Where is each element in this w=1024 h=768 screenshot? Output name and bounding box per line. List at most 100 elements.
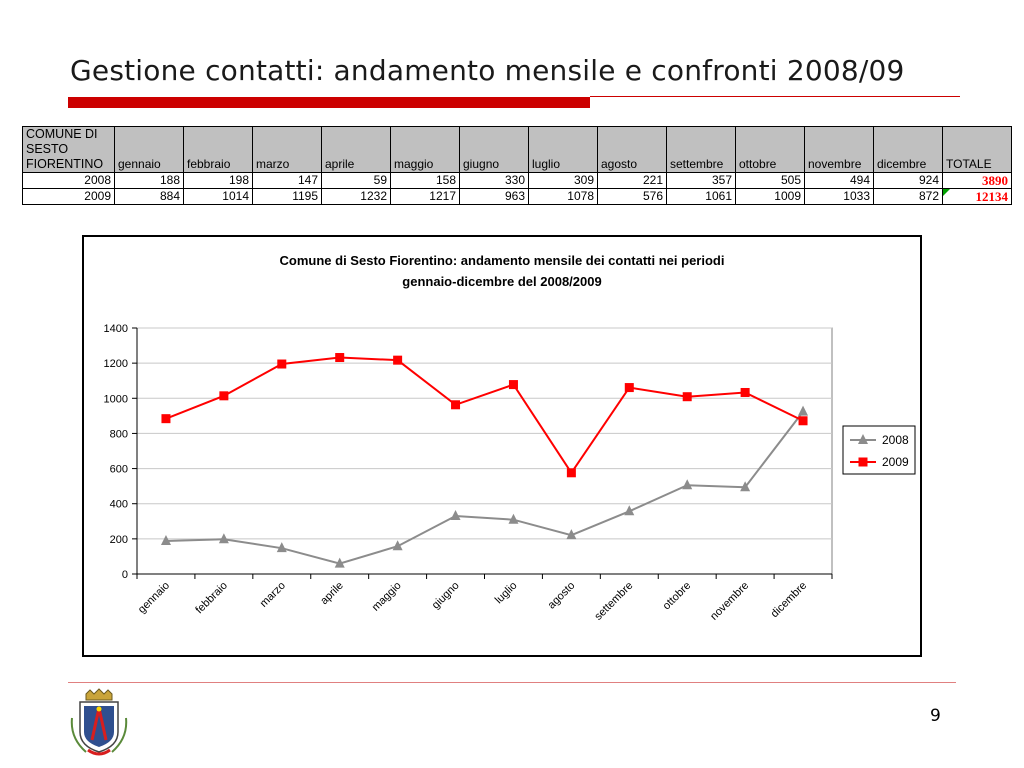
data-point-2008 [218, 533, 229, 544]
data-point-2009 [451, 400, 461, 410]
data-point-2009 [798, 416, 808, 426]
data-point-2009 [624, 383, 634, 393]
table-cell: 505 [735, 172, 805, 189]
table-cell: 158 [390, 172, 460, 189]
chart-title: Comune di Sesto Fiorentino: andamento me… [280, 253, 725, 268]
data-point-2008 [798, 405, 809, 416]
series-line-2008 [165, 411, 804, 565]
table-cell: 872 [873, 188, 943, 205]
header-month: ottobre [735, 126, 805, 173]
data-point-2008 [450, 510, 461, 521]
chart-frame: Comune di Sesto Fiorentino: andamento me… [82, 235, 922, 657]
series-layer [160, 353, 809, 568]
data-point-2009 [219, 391, 229, 401]
y-tick-label: 400 [110, 499, 128, 511]
table-cell: 1195 [252, 188, 322, 205]
table-cell: 1033 [804, 188, 874, 205]
header-month: luglio [528, 126, 598, 173]
data-point-2008 [624, 505, 635, 516]
x-tick-label: luglio [493, 580, 520, 607]
header-month: dicembre [873, 126, 943, 173]
table-cell: 963 [459, 188, 529, 205]
table-cell: 924 [873, 172, 943, 189]
title-accent-bar [68, 97, 590, 108]
table-cell: 576 [597, 188, 667, 205]
data-point-2009 [335, 353, 345, 363]
slide-title: Gestione contatti: andamento mensile e c… [70, 54, 905, 87]
error-flag-icon [943, 189, 950, 196]
table-cell: 884 [114, 188, 184, 205]
table-cell: 1014 [183, 188, 253, 205]
grid-lines [136, 327, 833, 575]
legend-marker [858, 434, 868, 444]
table-cell: 494 [804, 172, 874, 189]
table-cell: 357 [666, 172, 736, 189]
data-point-2009 [393, 355, 403, 365]
data-point-2009 [682, 392, 692, 402]
coat-of-arms-logo [70, 688, 128, 756]
x-tick-label: marzo [258, 580, 288, 610]
header-comune: COMUNE DI SESTO FIORENTINO [22, 126, 115, 173]
data-point-2009 [566, 468, 576, 478]
header-month: gennaio [114, 126, 184, 173]
header-comune-line: COMUNE DI [26, 127, 98, 141]
table-cell: 330 [459, 172, 529, 189]
table-cell: 1217 [390, 188, 460, 205]
x-tick-label: ottobre [661, 580, 694, 613]
header-month: giugno [459, 126, 529, 173]
y-tick-label: 0 [122, 569, 128, 581]
y-tick-label: 200 [110, 534, 128, 546]
data-point-2008 [334, 557, 345, 568]
y-tick-label: 800 [110, 428, 128, 440]
line-chart: Comune di Sesto Fiorentino: andamento me… [104, 253, 916, 623]
title-underline [590, 96, 960, 97]
data-point-2008 [566, 529, 577, 540]
header-comune-line: FIORENTINO [26, 157, 104, 171]
header-month: agosto [597, 126, 667, 173]
data-point-2009 [740, 387, 750, 397]
axes: 0 200 400 600 800 1000 1200 1400 gennaio febbraio… [104, 323, 833, 623]
x-tick-label: giugno [430, 580, 462, 612]
data-point-2008 [276, 542, 287, 553]
row-total: 3890 [942, 172, 1012, 189]
legend-box [842, 425, 916, 475]
legend-label: 2008 [882, 433, 909, 447]
data-point-2008 [740, 481, 751, 492]
x-tick-label: aprile [318, 580, 346, 608]
header-month: aprile [321, 126, 391, 173]
x-tick-label: dicembre [769, 580, 809, 620]
table-cell: 1078 [528, 188, 598, 205]
x-tick-label: gennaio [136, 580, 172, 616]
plot-area [136, 327, 833, 575]
table-cell: 147 [252, 172, 322, 189]
x-tick-label: maggio [370, 580, 404, 614]
y-tick-label: 1000 [104, 393, 128, 405]
table-cell: 309 [528, 172, 598, 189]
table-row: 2009 884 1014 1195 1232 1217 963 1078 57… [22, 188, 1012, 205]
header-month: settembre [666, 126, 736, 173]
x-tick-label: agosto [546, 580, 578, 612]
row-total: 12134 [942, 188, 1012, 205]
y-tick-label: 1200 [104, 358, 128, 370]
table-cell: 1232 [321, 188, 391, 205]
header-month: marzo [252, 126, 322, 173]
x-tick-label: febbraio [193, 580, 230, 617]
x-tick-label: settembre [592, 580, 635, 623]
table-row: 2008 188 198 147 59 158 330 309 221 357 … [22, 172, 1012, 189]
data-point-2009 [508, 380, 518, 390]
header-month: febbraio [183, 126, 253, 173]
data-point-2008 [682, 479, 693, 490]
table-header-row: COMUNE DI SESTO FIORENTINO gennaio febbr… [22, 126, 1012, 173]
y-tick-label: 600 [110, 464, 128, 476]
footer-divider [68, 682, 956, 683]
row-year: 2008 [22, 172, 115, 189]
table-cell: 1061 [666, 188, 736, 205]
contacts-table: COMUNE DI SESTO FIORENTINO gennaio febbr… [22, 126, 1012, 205]
row-year: 2009 [22, 188, 115, 205]
header-total: TOTALE [942, 126, 1012, 173]
header-month: novembre [804, 126, 874, 173]
data-point-2009 [277, 359, 287, 369]
legend-marker [858, 457, 868, 467]
x-tick-label: novembre [708, 580, 751, 623]
data-point-2008 [392, 540, 403, 551]
